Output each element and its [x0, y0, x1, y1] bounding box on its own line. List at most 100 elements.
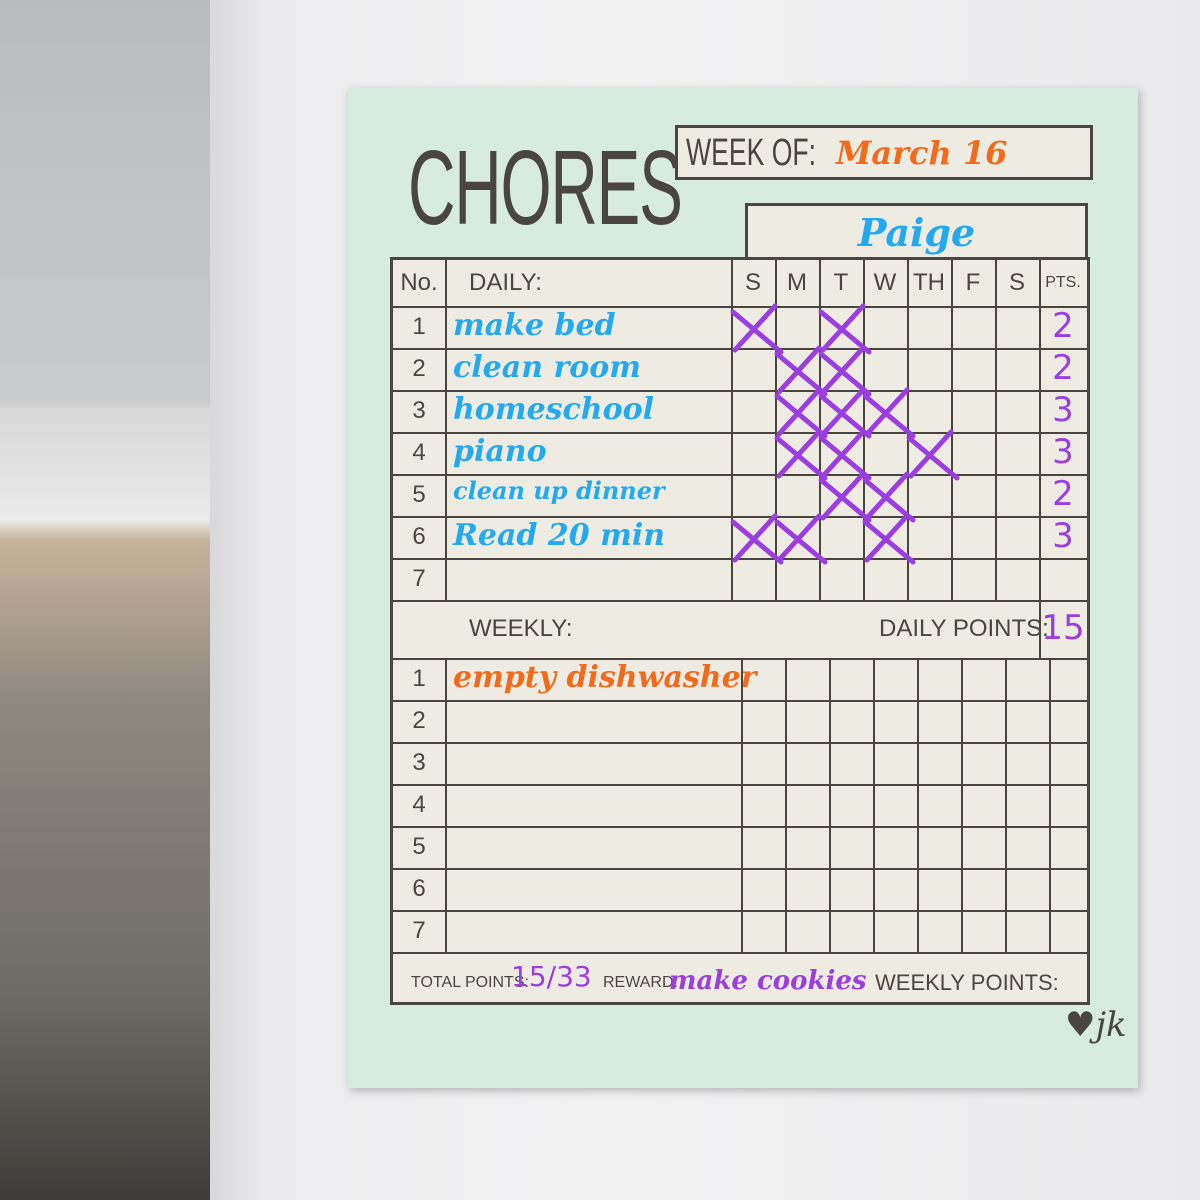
header-day-m: M — [787, 269, 807, 296]
daily-points-label: DAILY POINTS: — [879, 615, 1049, 642]
daily-row-number: 7 — [412, 565, 426, 592]
grid-line — [961, 658, 963, 952]
grid-line — [393, 600, 1087, 602]
x-mark — [774, 429, 828, 481]
grid-line — [393, 784, 1087, 786]
name-box: Paige — [745, 203, 1088, 259]
header-day-th: TH — [913, 269, 945, 296]
header-day-s: S — [744, 269, 761, 296]
daily-row-number: 6 — [412, 523, 426, 550]
x-mark — [818, 303, 872, 355]
x-mark — [862, 387, 916, 439]
weekly-row-number: 5 — [412, 833, 426, 860]
x-mark — [774, 345, 828, 397]
week-of-value: March 16 — [836, 134, 1008, 172]
header-no: No. — [400, 269, 438, 296]
x-mark — [818, 345, 872, 397]
reward-label: REWARD: — [603, 974, 678, 991]
total-points-label: TOTAL POINTS: — [411, 974, 529, 991]
daily-row-number: 2 — [412, 355, 426, 382]
x-mark — [862, 513, 916, 565]
reward-value: make cookies — [669, 966, 867, 996]
weekly-row-number: 1 — [412, 665, 426, 692]
grid-line — [393, 474, 1087, 476]
daily-task: make bed — [453, 308, 616, 343]
daily-points: 3 — [1052, 432, 1074, 472]
daily-task: clean up dinner — [453, 476, 665, 505]
grid-line — [775, 260, 777, 600]
weekly-task: empty dishwasher — [453, 660, 757, 695]
grid-line — [393, 306, 1087, 308]
chart-title: CHORES — [408, 129, 683, 247]
weekly-points-label: WEEKLY POINTS: — [875, 970, 1059, 995]
grid-line — [393, 910, 1087, 912]
header-pts: PTS. — [1045, 274, 1081, 291]
week-of-label: WEEK OF: — [686, 132, 817, 174]
grid-line — [393, 658, 1087, 660]
grid-line — [393, 742, 1087, 744]
daily-task: clean room — [453, 350, 642, 385]
daily-row-number: 4 — [412, 439, 426, 466]
daily-task: Read 20 min — [453, 518, 666, 553]
week-of-box: WEEK OF: March 16 — [675, 125, 1093, 180]
daily-points: 3 — [1052, 516, 1074, 556]
grid-line — [1039, 260, 1041, 600]
grid-line — [995, 260, 997, 600]
grid-line — [917, 658, 919, 952]
x-mark — [730, 303, 784, 355]
weekly-row-number: 4 — [412, 791, 426, 818]
chore-table: No. DAILY: S M T W TH F S PTS. 1 make bed 2 2 clean ro… — [390, 257, 1090, 1005]
grid-line — [873, 658, 875, 952]
daily-task: homeschool — [453, 392, 655, 427]
grid-line — [393, 432, 1087, 434]
x-mark — [818, 387, 872, 439]
x-mark — [774, 387, 828, 439]
grid-line — [1039, 600, 1041, 658]
check-marks — [730, 303, 960, 565]
grid-line — [1005, 658, 1007, 952]
grid-line — [393, 390, 1087, 392]
grid-line — [393, 348, 1087, 350]
weekly-row-number: 6 — [412, 875, 426, 902]
x-mark — [774, 513, 828, 565]
header-daily: DAILY: — [469, 269, 542, 296]
daily-points: 2 — [1052, 348, 1074, 388]
x-mark — [906, 429, 960, 481]
weekly-row-number: 2 — [412, 707, 426, 734]
daily-row-number: 3 — [412, 397, 426, 424]
grid-line — [393, 516, 1087, 518]
weekly-row-number: 3 — [412, 749, 426, 776]
daily-points: 2 — [1052, 474, 1074, 514]
grid-line — [829, 658, 831, 952]
header-day-t: T — [833, 269, 849, 296]
header-day-f: F — [965, 269, 981, 296]
grid-line — [393, 826, 1087, 828]
daily-points-total: 15 — [1041, 608, 1085, 648]
daily-points: 3 — [1052, 390, 1074, 430]
daily-points: 2 — [1052, 306, 1074, 346]
child-name: Paige — [857, 210, 976, 255]
grid-line — [785, 658, 787, 952]
grid-line — [393, 952, 1087, 954]
x-mark — [818, 471, 872, 523]
total-points-value: 15/33 — [511, 960, 592, 993]
grid-line — [741, 658, 743, 952]
grid-line — [393, 868, 1087, 870]
header-day-w: W — [873, 269, 897, 296]
daily-row-number: 1 — [412, 313, 426, 340]
grid-line — [1049, 658, 1051, 952]
grid-line — [393, 700, 1087, 702]
brand-logo: ♥jk — [1065, 1005, 1127, 1045]
grid-line — [393, 558, 1087, 560]
grid-line — [445, 260, 447, 600]
grid-line — [445, 658, 447, 952]
x-mark — [862, 471, 916, 523]
x-mark — [818, 429, 872, 481]
weekly-row-number: 7 — [412, 917, 426, 944]
weekly-label: WEEKLY: — [469, 615, 573, 642]
header-day-s: S — [1008, 269, 1025, 296]
grid-line — [731, 260, 733, 600]
x-mark — [730, 513, 784, 565]
daily-row-number: 5 — [412, 481, 426, 508]
daily-task: piano — [453, 434, 547, 469]
